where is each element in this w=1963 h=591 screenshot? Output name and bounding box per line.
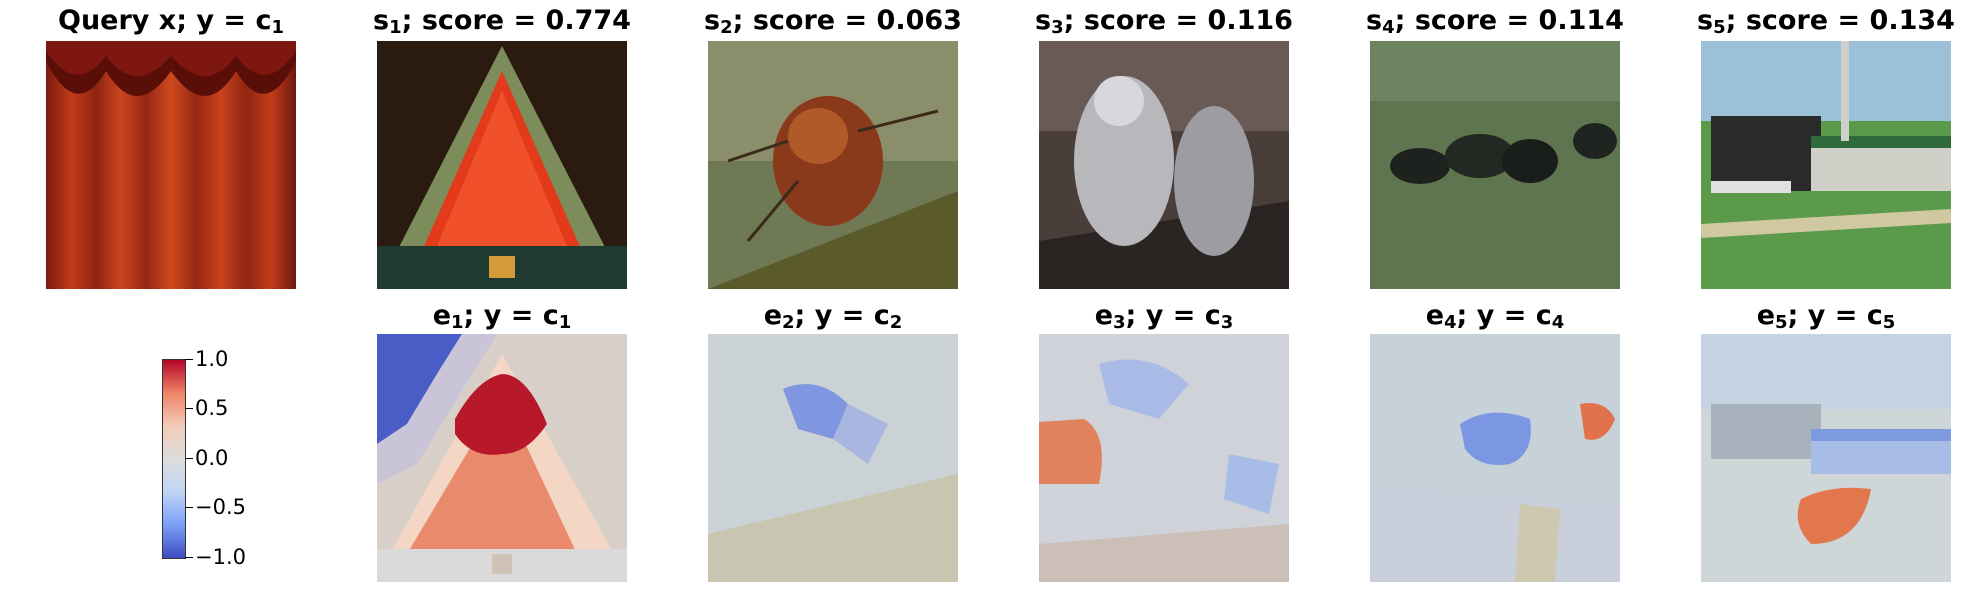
colorbar-tick: [185, 408, 193, 409]
explanation-title-4: e4; y = c4: [1425, 300, 1565, 334]
sample-title-2: s2; score = 0.063: [704, 5, 962, 39]
sample-image-4: [1370, 41, 1620, 289]
sample-title-5: s5; score = 0.134: [1697, 5, 1955, 39]
colorbar-tick: [185, 359, 193, 360]
explanation-title-2: e2; y = c2: [763, 300, 903, 334]
sample-title-3: s3; score = 0.116: [1035, 5, 1293, 39]
explanation-title-3: e3; y = c3: [1094, 300, 1234, 334]
colorbar-tick-label: −1.0: [195, 545, 246, 569]
explanation-title-1: e1; y = c1: [432, 300, 572, 334]
colorbar-gradient: [162, 359, 186, 559]
sample-image-3: [1039, 41, 1289, 289]
explanation-heatmap-4: [1370, 334, 1620, 582]
explanation-heatmap-1: [377, 334, 627, 582]
explanation-heatmap-3: [1039, 334, 1289, 582]
sample-title-4: s4; score = 0.114: [1366, 5, 1624, 39]
sample-title-1: s1; score = 0.774: [373, 5, 631, 39]
colorbar-tick-label: 0.0: [195, 446, 229, 470]
colorbar-tick-label: 0.5: [195, 396, 229, 420]
explanation-title-5: e5; y = c5: [1756, 300, 1896, 334]
explanation-heatmap-2: [708, 334, 958, 582]
colorbar-tick-label: 1.0: [195, 347, 229, 371]
colorbar-tick: [185, 557, 193, 558]
colorbar-tick: [185, 458, 193, 459]
sample-image-5: [1701, 41, 1951, 289]
sample-image-1: [377, 41, 627, 289]
query-image: [46, 41, 296, 289]
colorbar-tick-label: −0.5: [195, 495, 246, 519]
query-title: Query x; y = c1: [58, 5, 284, 39]
explanation-heatmap-5: [1701, 334, 1951, 582]
colorbar-tick: [185, 507, 193, 508]
sample-image-2: [708, 41, 958, 289]
